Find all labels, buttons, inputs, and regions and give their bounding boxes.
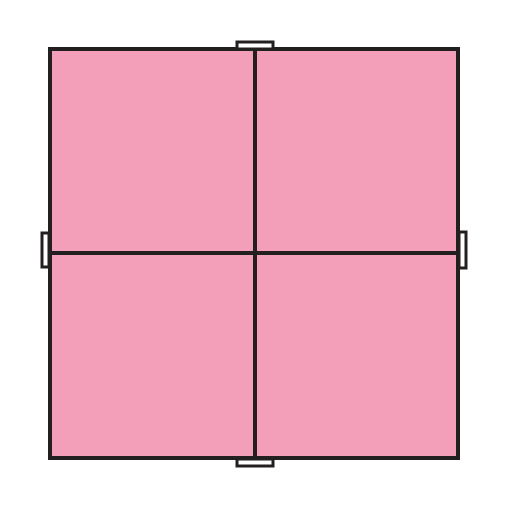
grid-cells [50,49,458,458]
cell-top-right [255,49,458,253]
tab-top [235,40,275,51]
edge-tabs [40,40,468,468]
tab-left [40,231,51,269]
cell-top-left [50,49,255,253]
cell-bottom-right [255,253,458,458]
grid-dividers [50,49,458,458]
cell-bottom-left [50,253,255,458]
tab-bottom [235,457,275,468]
tab-right [457,230,468,270]
